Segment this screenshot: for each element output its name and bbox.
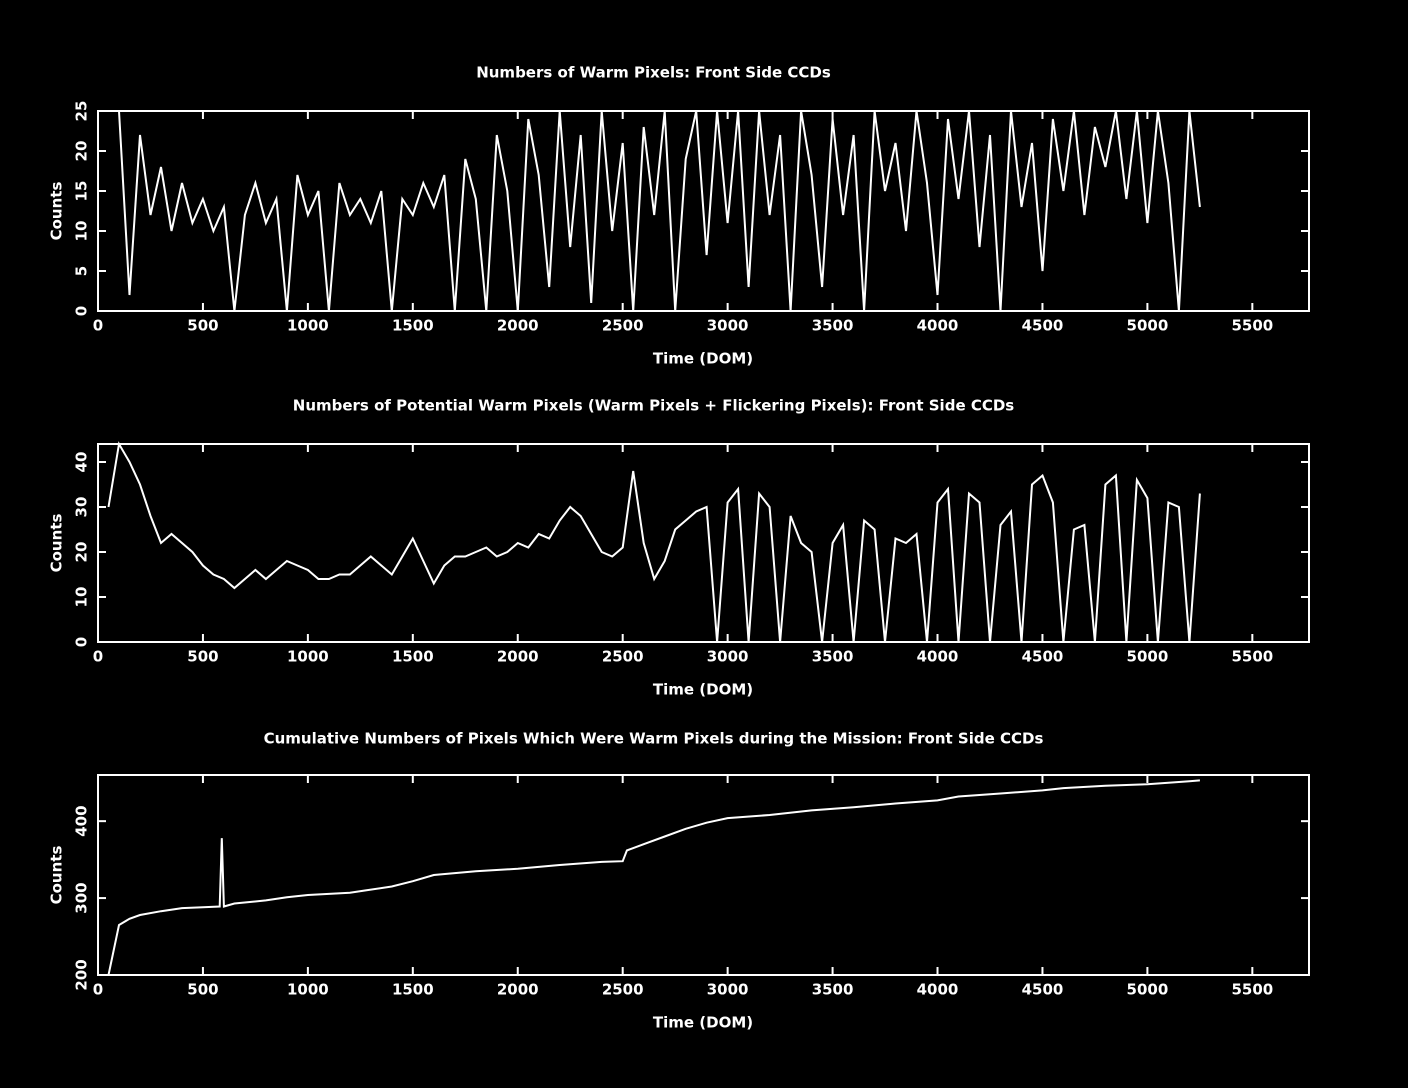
x-tick-label: 4500 xyxy=(1022,317,1064,335)
chart-title: Numbers of Warm Pixels: Front Side CCDs xyxy=(476,64,831,82)
x-tick-label: 4000 xyxy=(917,648,959,666)
y-tick-label: 400 xyxy=(73,805,91,836)
plot-frame xyxy=(97,443,1310,643)
plot-frame xyxy=(97,774,1310,976)
x-tick-label: 1500 xyxy=(392,981,434,999)
x-tick-label: 500 xyxy=(187,648,218,666)
x-tick-label: 4500 xyxy=(1022,648,1064,666)
x-tick-label: 2000 xyxy=(497,648,539,666)
x-tick-label: 4000 xyxy=(917,317,959,335)
x-tick-label: 2000 xyxy=(497,981,539,999)
y-tick-label: 200 xyxy=(73,959,91,990)
y-tick-label: 5 xyxy=(73,266,91,276)
x-tick-label: 0 xyxy=(93,317,103,335)
x-tick-label: 1500 xyxy=(392,648,434,666)
x-tick-label: 1000 xyxy=(287,648,329,666)
data-line xyxy=(118,110,1201,312)
x-tick-label: 2500 xyxy=(602,981,644,999)
x-tick-label: 3000 xyxy=(707,981,749,999)
x-axis-label: Time (DOM) xyxy=(653,350,753,368)
y-tick-label: 40 xyxy=(73,452,91,473)
y-axis-label: Counts xyxy=(48,182,66,241)
y-tick-label: 15 xyxy=(73,181,91,202)
x-tick-label: 5000 xyxy=(1127,648,1169,666)
y-axis-label: Counts xyxy=(48,846,66,905)
x-tick-label: 3500 xyxy=(812,317,854,335)
y-axis-label: Counts xyxy=(48,514,66,573)
y-tick-label: 0 xyxy=(73,637,91,647)
data-line xyxy=(107,779,1200,976)
x-tick-label: 0 xyxy=(93,981,103,999)
x-tick-label: 2500 xyxy=(602,317,644,335)
y-tick-label: 300 xyxy=(73,882,91,913)
y-tick-label: 10 xyxy=(73,587,91,608)
x-tick-label: 500 xyxy=(187,981,218,999)
x-tick-label: 4500 xyxy=(1022,981,1064,999)
x-tick-label: 3500 xyxy=(812,648,854,666)
x-axis-label: Time (DOM) xyxy=(653,681,753,699)
y-tick-label: 10 xyxy=(73,221,91,242)
x-tick-label: 1000 xyxy=(287,317,329,335)
x-tick-label: 0 xyxy=(93,648,103,666)
x-tick-label: 4000 xyxy=(917,981,959,999)
y-tick-label: 20 xyxy=(73,141,91,162)
x-tick-label: 1500 xyxy=(392,317,434,335)
y-tick-label: 30 xyxy=(73,497,91,518)
x-tick-label: 500 xyxy=(187,317,218,335)
x-tick-label: 1000 xyxy=(287,981,329,999)
x-tick-label: 3500 xyxy=(812,981,854,999)
x-tick-label: 5500 xyxy=(1231,317,1273,335)
plot-frame xyxy=(97,110,1310,312)
x-tick-label: 5500 xyxy=(1231,648,1273,666)
x-tick-label: 5000 xyxy=(1127,981,1169,999)
y-tick-label: 25 xyxy=(73,101,91,122)
x-tick-label: 2500 xyxy=(602,648,644,666)
y-tick-label: 20 xyxy=(73,542,91,563)
x-tick-label: 3000 xyxy=(707,648,749,666)
chart-title: Numbers of Potential Warm Pixels (Warm P… xyxy=(293,397,1015,415)
y-tick-label: 0 xyxy=(73,306,91,316)
x-tick-label: 5000 xyxy=(1127,317,1169,335)
chart-title: Cumulative Numbers of Pixels Which Were … xyxy=(264,730,1044,748)
x-tick-label: 5500 xyxy=(1231,981,1273,999)
x-tick-label: 2000 xyxy=(497,317,539,335)
x-axis-label: Time (DOM) xyxy=(653,1014,753,1032)
x-tick-label: 3000 xyxy=(707,317,749,335)
data-line xyxy=(107,441,1201,643)
